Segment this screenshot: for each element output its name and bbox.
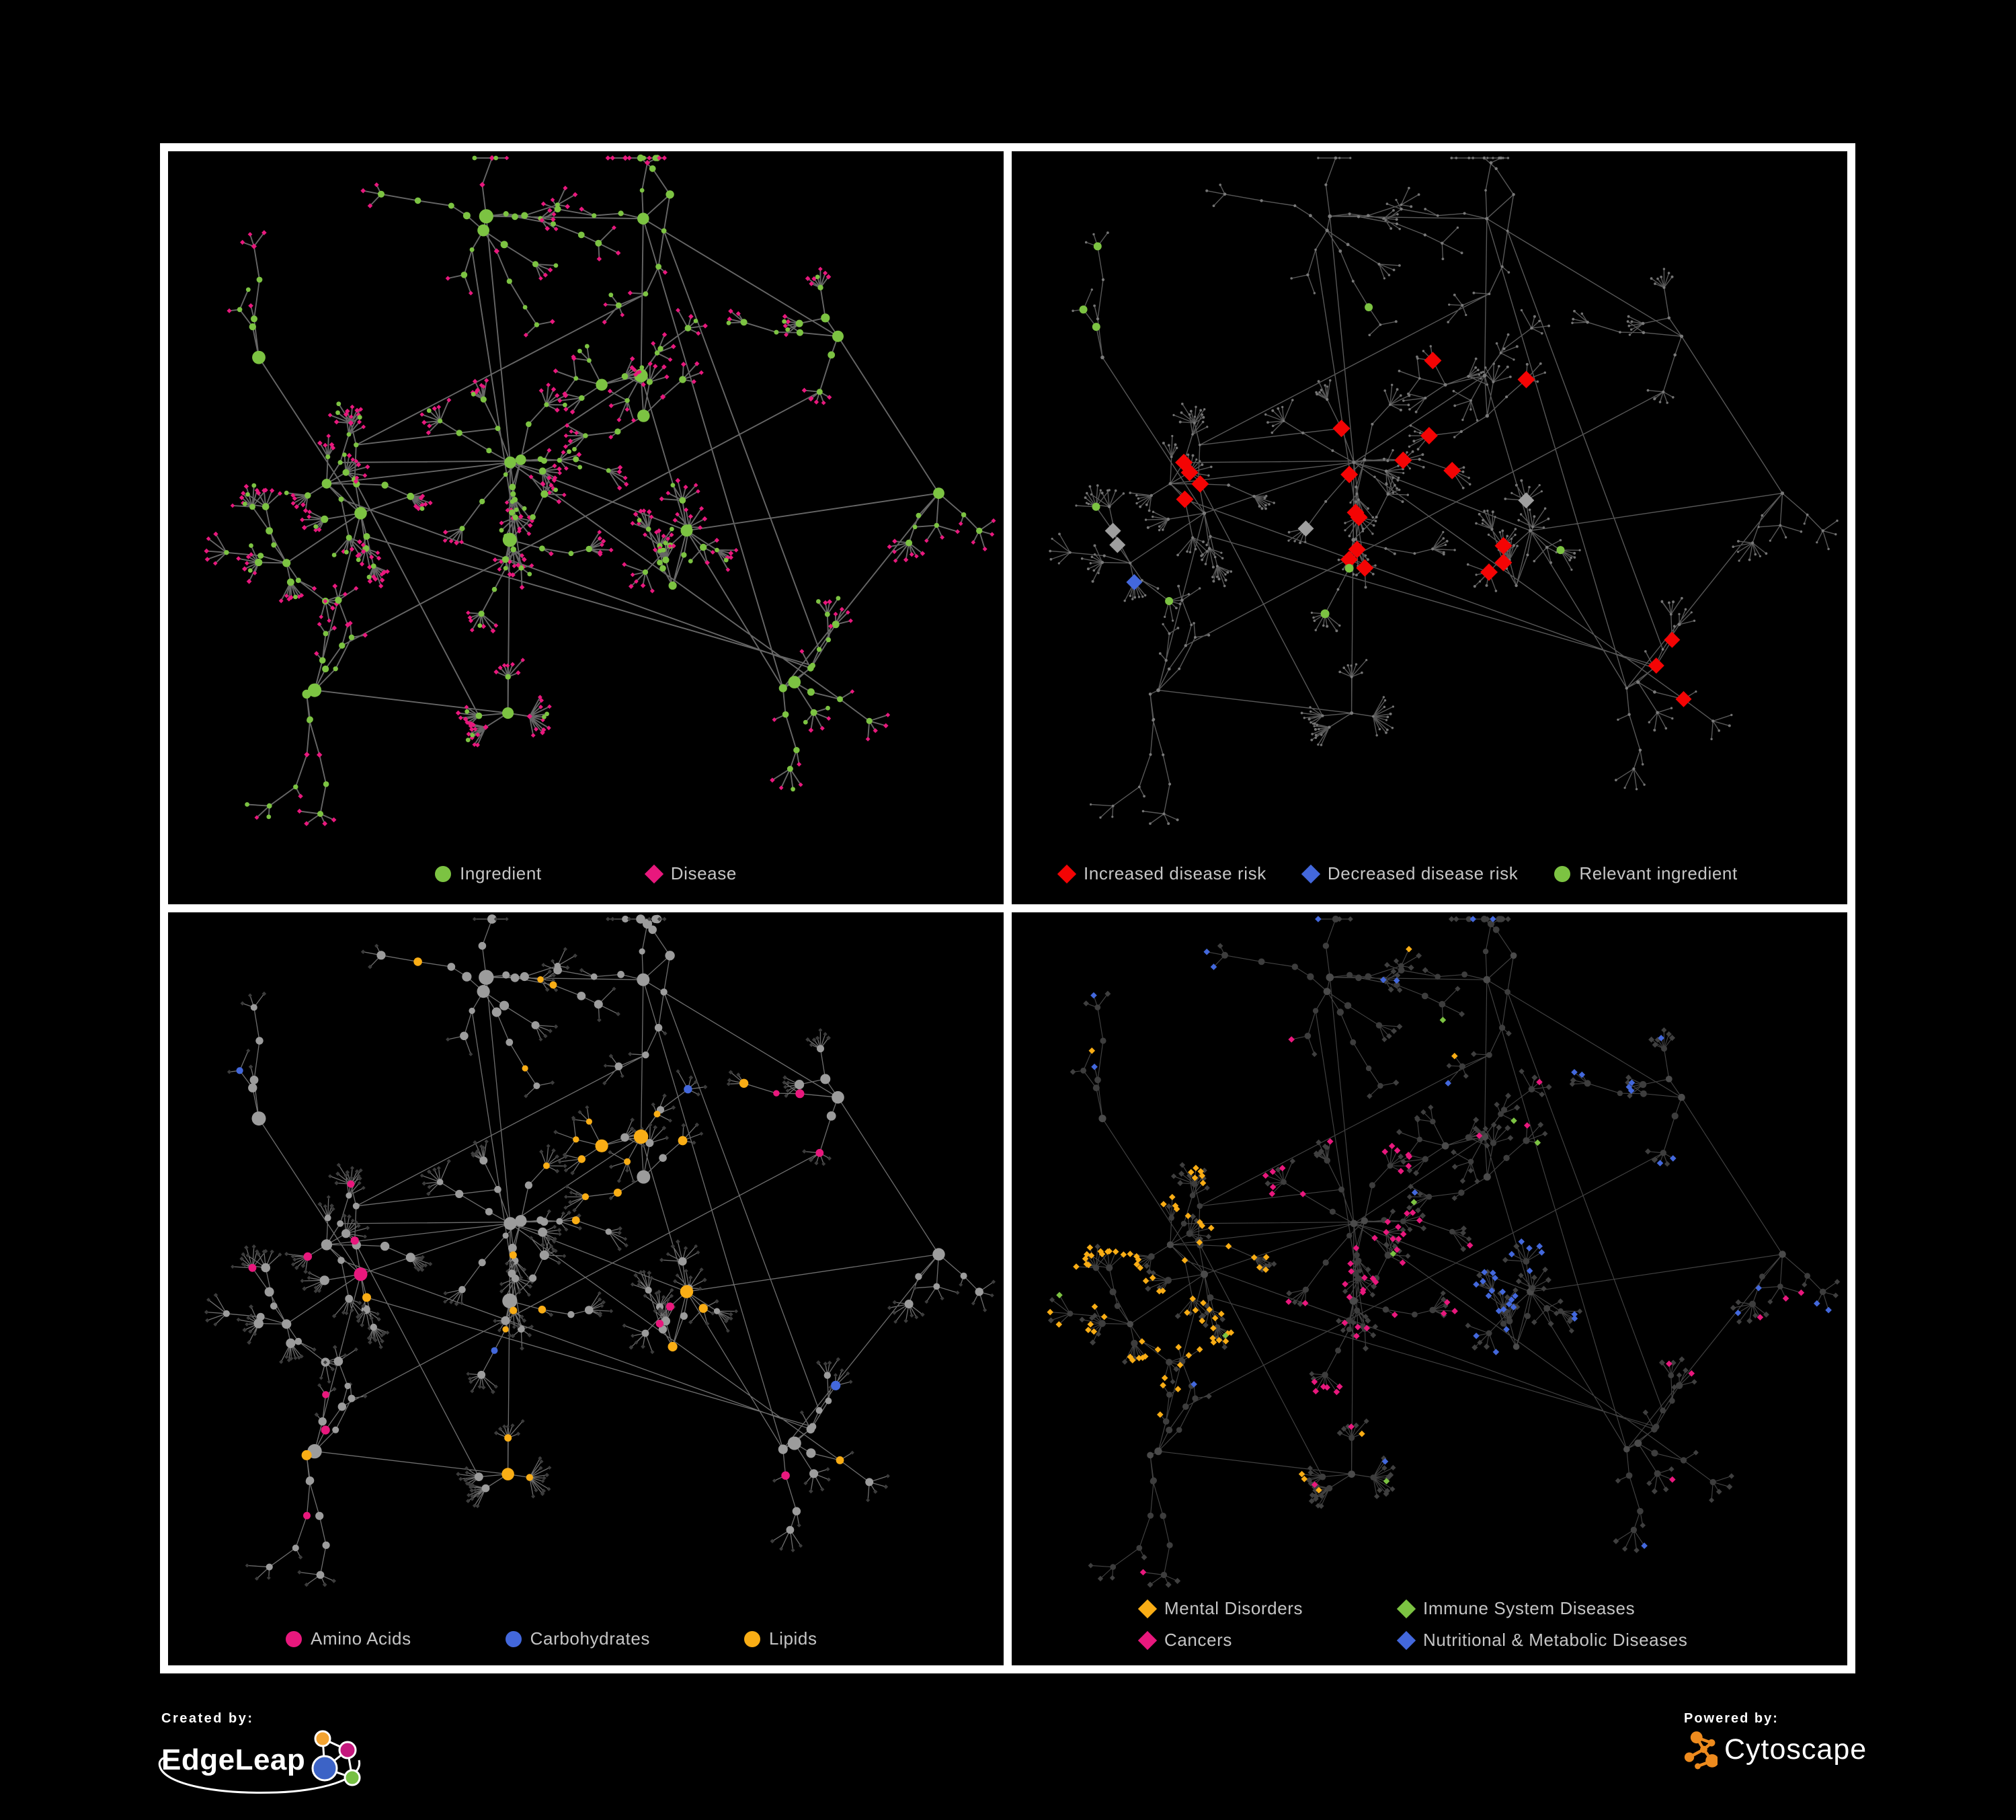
- legend-label: Increased disease risk: [1084, 863, 1266, 883]
- circle-marker-icon: [435, 865, 452, 882]
- legend-ingredient-disease: Ingredient Disease: [168, 863, 1004, 884]
- legend-item-cancers: Cancers: [1137, 1630, 1398, 1651]
- legend-disease-classes: Mental Disorders Immune System Diseases Ca…: [1137, 1598, 1688, 1651]
- cytoscape-branding: Powered by: Cytoscape: [1684, 1711, 1867, 1770]
- panel-nutrient-classes: Amino Acids Carbohydrates Lipids: [164, 908, 1008, 1669]
- legend-label: Lipids: [769, 1628, 817, 1649]
- panel-ingredient-disease: Ingredient Disease: [164, 147, 1008, 908]
- legend-disease-risk: Increased disease risk Decreased disease …: [1057, 863, 1738, 884]
- powered-by-label: Powered by:: [1684, 1711, 1779, 1726]
- legend-item-nutritional-metabolic-diseases: Nutritional & Metabolic Diseases: [1396, 1630, 1688, 1651]
- edgeleap-wordmark: EdgeLeap: [161, 1743, 306, 1776]
- legend-item-relevant-ingredient: Relevant ingredient: [1554, 863, 1737, 884]
- diamond-marker-icon: [1301, 864, 1321, 883]
- legend-nutrient-classes: Amino Acids Carbohydrates Lipids: [286, 1628, 817, 1649]
- legend-label: Disease: [670, 863, 737, 883]
- circle-marker-icon: [744, 1630, 761, 1647]
- diamond-marker-icon: [1137, 1599, 1158, 1618]
- figure-grid: Ingredient Disease Increased disease risk…: [160, 143, 1855, 1673]
- legend-item-disease: Disease: [644, 863, 737, 884]
- legend-label: Immune System Diseases: [1423, 1598, 1636, 1618]
- legend-label: Carbohydrates: [530, 1628, 651, 1649]
- circle-marker-icon: [286, 1630, 302, 1647]
- network-nutrient-classes: [204, 914, 996, 1587]
- diamond-marker-icon: [1396, 1630, 1416, 1650]
- cytoscape-logo-icon: [1684, 1731, 1718, 1770]
- diamond-marker-icon: [1137, 1630, 1158, 1650]
- legend-label: Nutritional & Metabolic Diseases: [1423, 1630, 1688, 1650]
- diamond-marker-icon: [1396, 1599, 1416, 1618]
- circle-marker-icon: [1554, 865, 1571, 882]
- edgeleap-swoosh: [159, 1757, 361, 1794]
- edgeleap-logo-icon: [159, 1730, 361, 1794]
- legend-item-carbohydrates: Carbohydrates: [505, 1628, 651, 1649]
- legend-item-ingredient: Ingredient: [435, 863, 542, 884]
- network-disease-classes: [1047, 915, 1841, 1588]
- network-disease-risk: [1049, 156, 1839, 825]
- panel-disease-classes: Mental Disorders Immune System Diseases Ca…: [1008, 908, 1851, 1669]
- legend-label: Relevant ingredient: [1579, 863, 1738, 883]
- legend-item-decreased-disease-risk: Decreased disease risk: [1301, 863, 1519, 884]
- legend-label: Decreased disease risk: [1327, 863, 1519, 883]
- diamond-marker-icon: [1057, 864, 1077, 883]
- legend-label: Amino Acids: [311, 1628, 411, 1649]
- legend-item-mental-disorders: Mental Disorders: [1137, 1598, 1398, 1619]
- network-ingredient-disease: [204, 154, 996, 826]
- legend-label: Mental Disorders: [1164, 1598, 1303, 1618]
- edgeleap-branding: Created by: EdgeLeap: [159, 1711, 367, 1794]
- legend-item-amino-acids: Amino Acids: [286, 1628, 411, 1649]
- legend-item-immune-system-diseases: Immune System Diseases: [1396, 1598, 1687, 1619]
- cytoscape-wordmark: Cytoscape: [1724, 1733, 1867, 1766]
- diamond-marker-icon: [644, 864, 663, 883]
- legend-item-increased-disease-risk: Increased disease risk: [1057, 863, 1266, 884]
- legend-item-lipids: Lipids: [744, 1628, 817, 1649]
- panel-disease-risk: Increased disease risk Decreased disease …: [1008, 147, 1851, 908]
- legend-label: Ingredient: [460, 863, 542, 883]
- created-by-label: Created by:: [161, 1711, 254, 1726]
- circle-marker-icon: [505, 1630, 522, 1647]
- legend-label: Cancers: [1164, 1630, 1233, 1650]
